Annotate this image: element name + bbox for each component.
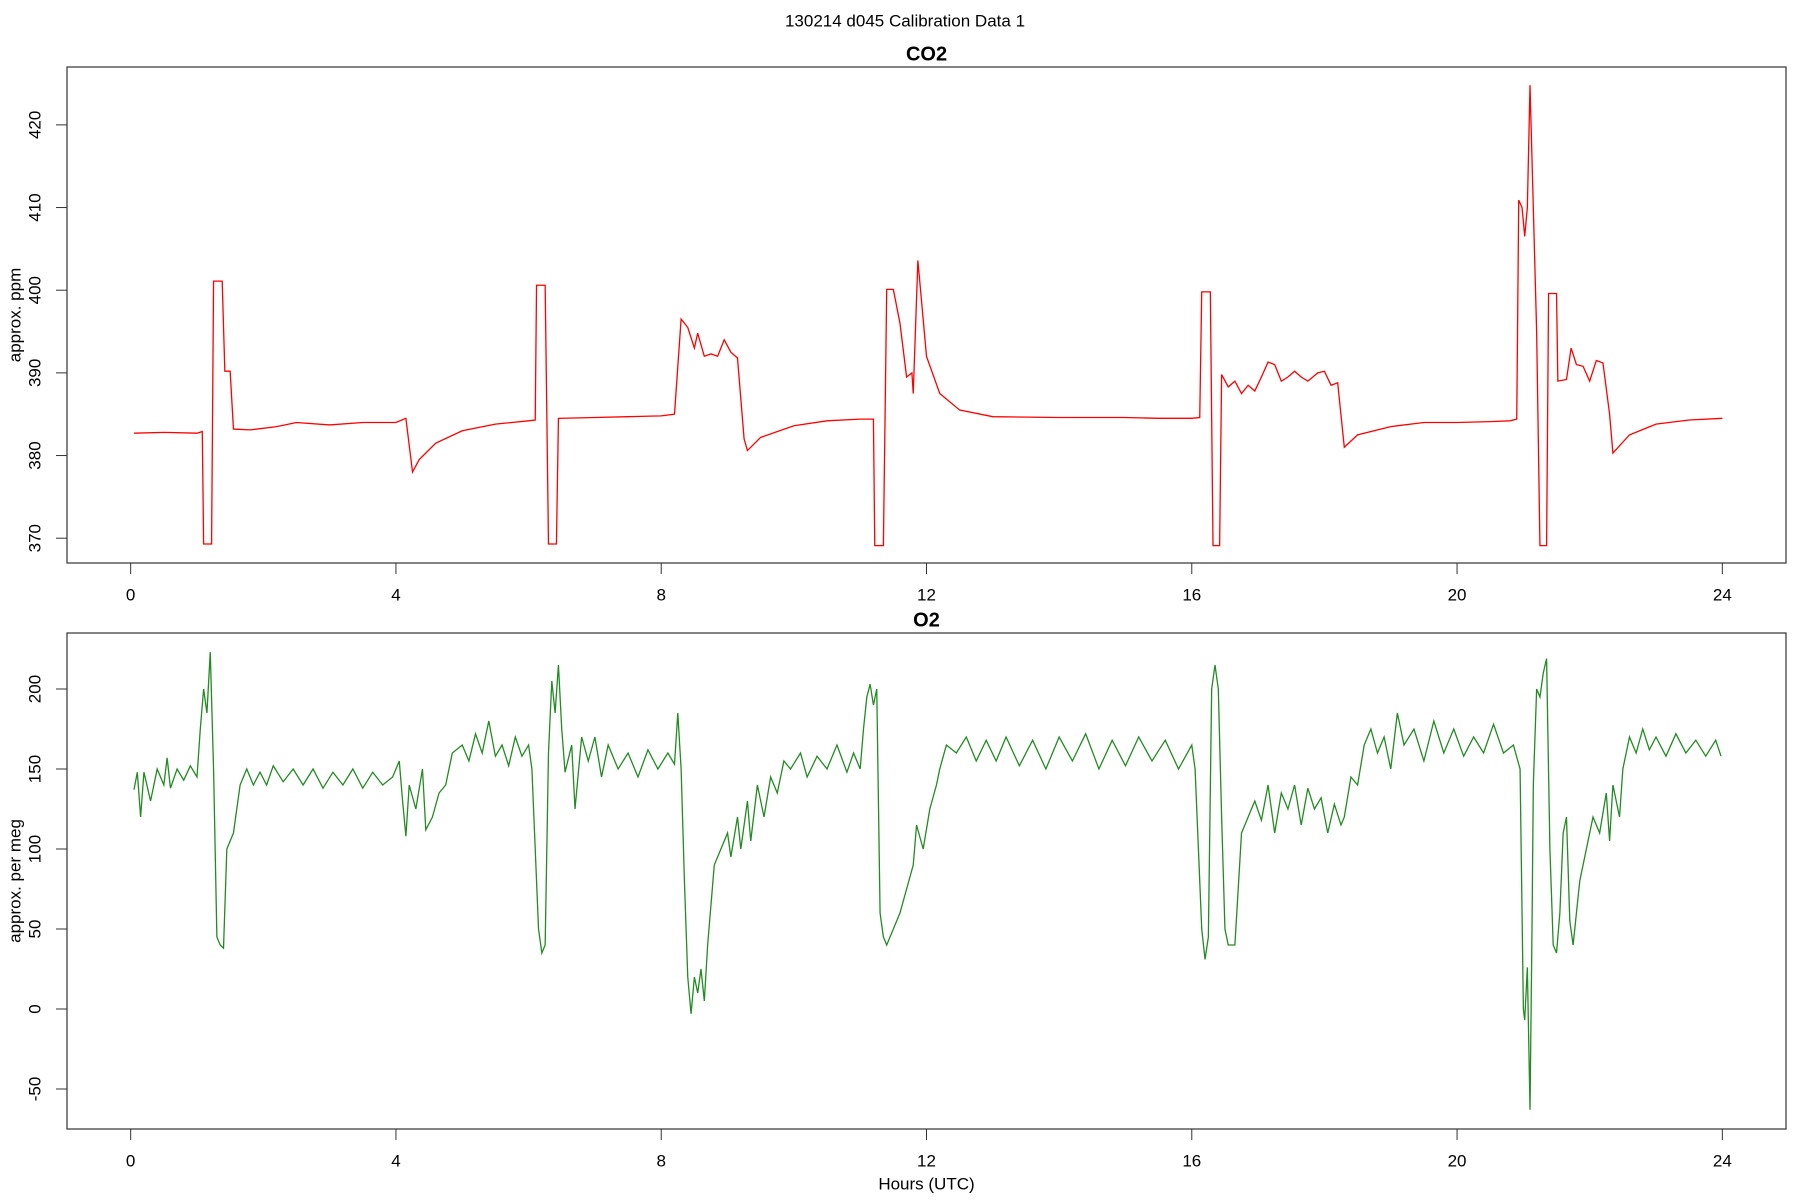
y-tick-label: 150 bbox=[25, 755, 44, 783]
y-axis-label: approx. per meg bbox=[5, 819, 24, 943]
y-axis-label: approx. ppm bbox=[5, 268, 24, 363]
x-tick-label: 12 bbox=[917, 585, 936, 604]
y-tick-label: 410 bbox=[25, 193, 44, 221]
x-tick-label: 12 bbox=[917, 1151, 936, 1170]
y-tick-label: 380 bbox=[25, 441, 44, 469]
panel-title: O2 bbox=[913, 609, 940, 631]
y-tick-label: 200 bbox=[25, 675, 44, 703]
y-tick-label: 0 bbox=[25, 1004, 44, 1013]
x-tick-label: 0 bbox=[126, 1151, 135, 1170]
y-tick-label: 390 bbox=[25, 359, 44, 387]
y-tick-label: 370 bbox=[25, 524, 44, 552]
x-tick-label: 0 bbox=[126, 585, 135, 604]
panel-title: CO2 bbox=[906, 43, 947, 65]
x-tick-label: 8 bbox=[656, 585, 665, 604]
y-tick-label: 100 bbox=[25, 835, 44, 863]
x-tick-label: 8 bbox=[656, 1151, 665, 1170]
plot-box bbox=[66, 632, 1787, 1130]
page-title: 130214 d045 Calibration Data 1 bbox=[785, 11, 1025, 30]
x-tick-label: 24 bbox=[1713, 585, 1732, 604]
y-tick-label: 420 bbox=[25, 111, 44, 139]
x-tick-label: 20 bbox=[1448, 585, 1467, 604]
y-tick-label: 400 bbox=[25, 276, 44, 304]
data-line bbox=[133, 85, 1723, 547]
x-tick-label: 16 bbox=[1182, 1151, 1201, 1170]
x-tick-label: 4 bbox=[391, 1151, 400, 1170]
x-tick-label: 4 bbox=[391, 585, 400, 604]
y-tick-label: 50 bbox=[25, 920, 44, 939]
x-axis-label: Hours (UTC) bbox=[878, 1174, 974, 1193]
data-line bbox=[133, 652, 1722, 1110]
x-tick-label: 24 bbox=[1713, 1151, 1732, 1170]
x-tick-label: 20 bbox=[1448, 1151, 1467, 1170]
x-tick-label: 16 bbox=[1182, 585, 1201, 604]
y-tick-label: -50 bbox=[25, 1077, 44, 1102]
